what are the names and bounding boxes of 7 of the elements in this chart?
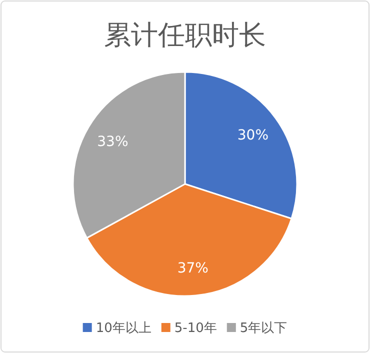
data-label: 37% (177, 260, 208, 277)
legend-label: 5年以下 (240, 321, 288, 336)
legend-label: 5-10年 (174, 321, 217, 336)
legend-label: 10年以上 (96, 321, 152, 336)
data-label: 30% (237, 128, 269, 144)
data-label: 33% (97, 134, 128, 150)
chart-title: 累计任职时长 (104, 20, 266, 51)
